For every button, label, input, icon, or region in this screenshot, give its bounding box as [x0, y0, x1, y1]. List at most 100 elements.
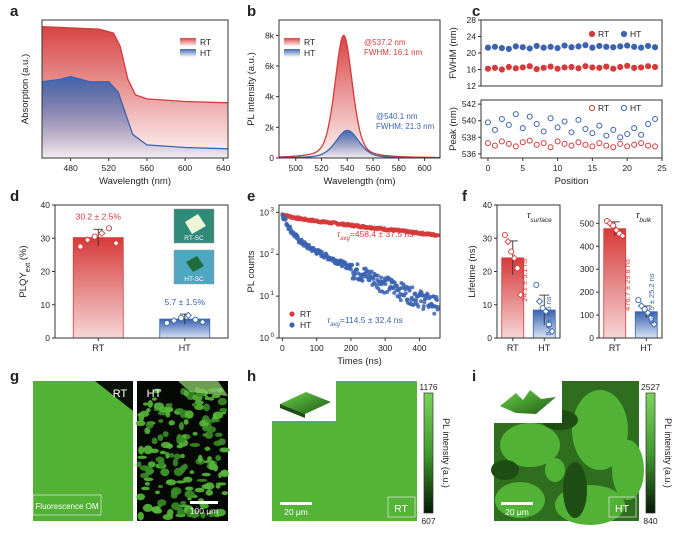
data-point-rt	[112, 239, 120, 247]
data-point-ht	[637, 302, 646, 310]
colorbar	[645, 392, 656, 514]
grain	[143, 445, 153, 455]
tau-annotation: τavg=114.5 ± 32.4 ns	[327, 315, 403, 328]
data-point-rt	[561, 64, 568, 71]
grain	[147, 400, 153, 408]
data-point-ht	[350, 262, 355, 267]
panel-a-frame	[41, 19, 229, 159]
data-point-ht	[421, 304, 426, 309]
grain	[166, 479, 172, 484]
data-point-ht	[355, 262, 360, 267]
data-point-rt	[575, 139, 582, 146]
data-point-ht	[568, 129, 575, 136]
data-point-ht	[617, 43, 624, 50]
grain	[153, 402, 165, 410]
y-axis-label: Absorption (a.u.)	[20, 54, 31, 124]
data-point-ht	[631, 125, 638, 132]
inset-crystal-rt	[185, 214, 206, 234]
y-tick-label: 542	[462, 99, 476, 109]
grain	[152, 388, 162, 394]
decay-points	[280, 212, 440, 316]
data-point-ht	[635, 297, 642, 304]
data-point-rt	[516, 291, 525, 299]
grain	[136, 461, 142, 468]
x-tick-label: 25	[657, 163, 667, 173]
grain	[158, 485, 163, 489]
grain	[201, 484, 211, 490]
data-point-ht	[353, 271, 358, 276]
data-point-rt	[512, 65, 519, 72]
inset-crystal-ht	[186, 256, 204, 272]
data-point-ht	[568, 44, 575, 51]
grain	[180, 453, 185, 458]
grain	[165, 403, 173, 407]
data-point-rt	[554, 65, 561, 72]
data-point-rt	[505, 63, 512, 71]
grain	[165, 411, 171, 418]
grain	[144, 481, 150, 486]
y-tick-label: 10	[260, 249, 270, 259]
grain	[214, 432, 223, 437]
y-tick-label: 0	[487, 333, 492, 343]
grain	[208, 462, 216, 471]
grain	[157, 434, 164, 441]
grain	[171, 487, 182, 495]
data-point-ht	[650, 320, 658, 328]
data-point-ht	[192, 316, 199, 323]
grain	[159, 450, 167, 455]
panel-letter: h	[247, 368, 256, 385]
data-point-ht	[410, 285, 415, 290]
colorbar-max: 1176	[419, 382, 438, 392]
data-point-rt	[631, 141, 638, 148]
bar-rt	[72, 237, 124, 339]
data-point-rt	[610, 65, 617, 72]
inset-label: HT-SC	[184, 276, 204, 283]
data-point-rt	[519, 139, 526, 146]
data-point-rt	[508, 248, 515, 255]
data-point-ht	[596, 122, 603, 129]
y-tick-label: 24	[467, 32, 477, 42]
grain	[143, 477, 154, 482]
data-point-ht	[405, 297, 410, 302]
y-tick-label: 300	[580, 264, 594, 274]
data-point-ht	[539, 305, 546, 312]
data-point-rt	[624, 143, 631, 150]
data-point-ht	[554, 124, 561, 131]
x-tick-label: 540	[340, 163, 354, 173]
colorbar-min: 607	[421, 516, 435, 526]
y-axis-label: Peak (nm)	[448, 107, 459, 151]
x-tick-label: 0	[486, 163, 491, 173]
colorbar-label: PL intensity (a.u.)	[441, 418, 451, 488]
data-point-rt	[652, 143, 659, 150]
x-tick-label: 5	[520, 163, 525, 173]
y-tick-label: 10	[260, 333, 270, 343]
data-point-rt	[638, 140, 645, 147]
x-tick-label: 10	[553, 163, 563, 173]
legend-marker-ht	[289, 322, 295, 328]
bright-domain	[612, 440, 644, 500]
data-point-rt	[631, 64, 638, 71]
data-point-ht	[184, 311, 192, 320]
grain	[184, 491, 190, 496]
y-axis-label: FWHM (nm)	[448, 27, 459, 79]
grain	[157, 499, 167, 507]
legend-label: RT	[200, 37, 211, 47]
data-point-rt	[624, 62, 631, 69]
data-point-ht	[178, 314, 185, 322]
x-tick-label: 560	[140, 163, 154, 173]
x-tick-label: RT	[609, 343, 621, 353]
data-point-ht	[416, 304, 421, 309]
grain	[204, 395, 209, 401]
y-tick-label: 540	[462, 116, 476, 126]
y-tick-label: 40	[483, 200, 493, 210]
grain	[145, 466, 154, 476]
data-point-ht	[422, 300, 427, 305]
data-point-rt	[435, 233, 440, 238]
y-axis-label: Lifetime (ns)	[467, 245, 478, 297]
data-point-ht	[652, 116, 659, 123]
data-point-ht	[575, 116, 582, 123]
data-point-ht	[526, 113, 533, 120]
grain	[213, 419, 221, 423]
x-tick-label: HT	[538, 343, 550, 353]
grain	[192, 431, 198, 436]
